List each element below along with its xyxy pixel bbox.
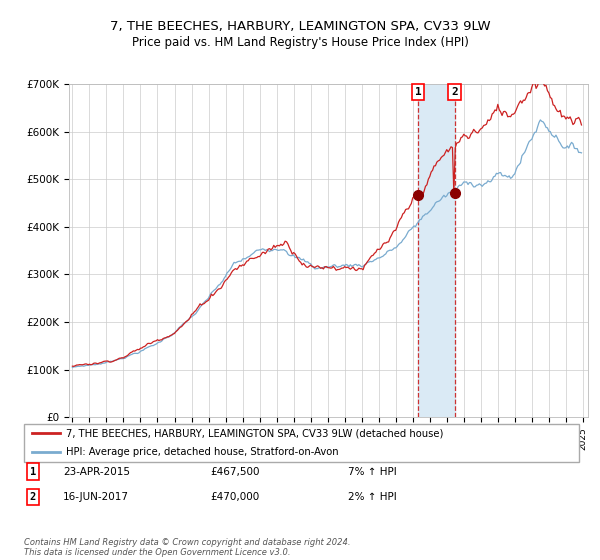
Text: £470,000: £470,000 <box>210 492 259 502</box>
Text: Price paid vs. HM Land Registry's House Price Index (HPI): Price paid vs. HM Land Registry's House … <box>131 36 469 49</box>
Text: 1: 1 <box>30 466 36 477</box>
FancyBboxPatch shape <box>24 424 579 462</box>
Text: £467,500: £467,500 <box>210 466 260 477</box>
Text: 1: 1 <box>415 87 421 97</box>
Text: HPI: Average price, detached house, Stratford-on-Avon: HPI: Average price, detached house, Stra… <box>65 447 338 458</box>
Bar <box>418 84 455 417</box>
Text: 7, THE BEECHES, HARBURY, LEAMINGTON SPA, CV33 9LW: 7, THE BEECHES, HARBURY, LEAMINGTON SPA,… <box>110 20 490 32</box>
Text: 16-JUN-2017: 16-JUN-2017 <box>63 492 129 502</box>
Text: 7% ↑ HPI: 7% ↑ HPI <box>348 466 397 477</box>
Text: 2: 2 <box>30 492 36 502</box>
Text: 23-APR-2015: 23-APR-2015 <box>63 466 130 477</box>
Text: 7, THE BEECHES, HARBURY, LEAMINGTON SPA, CV33 9LW (detached house): 7, THE BEECHES, HARBURY, LEAMINGTON SPA,… <box>65 428 443 438</box>
Text: 2% ↑ HPI: 2% ↑ HPI <box>348 492 397 502</box>
Text: Contains HM Land Registry data © Crown copyright and database right 2024.
This d: Contains HM Land Registry data © Crown c… <box>24 538 350 557</box>
Text: 2: 2 <box>451 87 458 97</box>
